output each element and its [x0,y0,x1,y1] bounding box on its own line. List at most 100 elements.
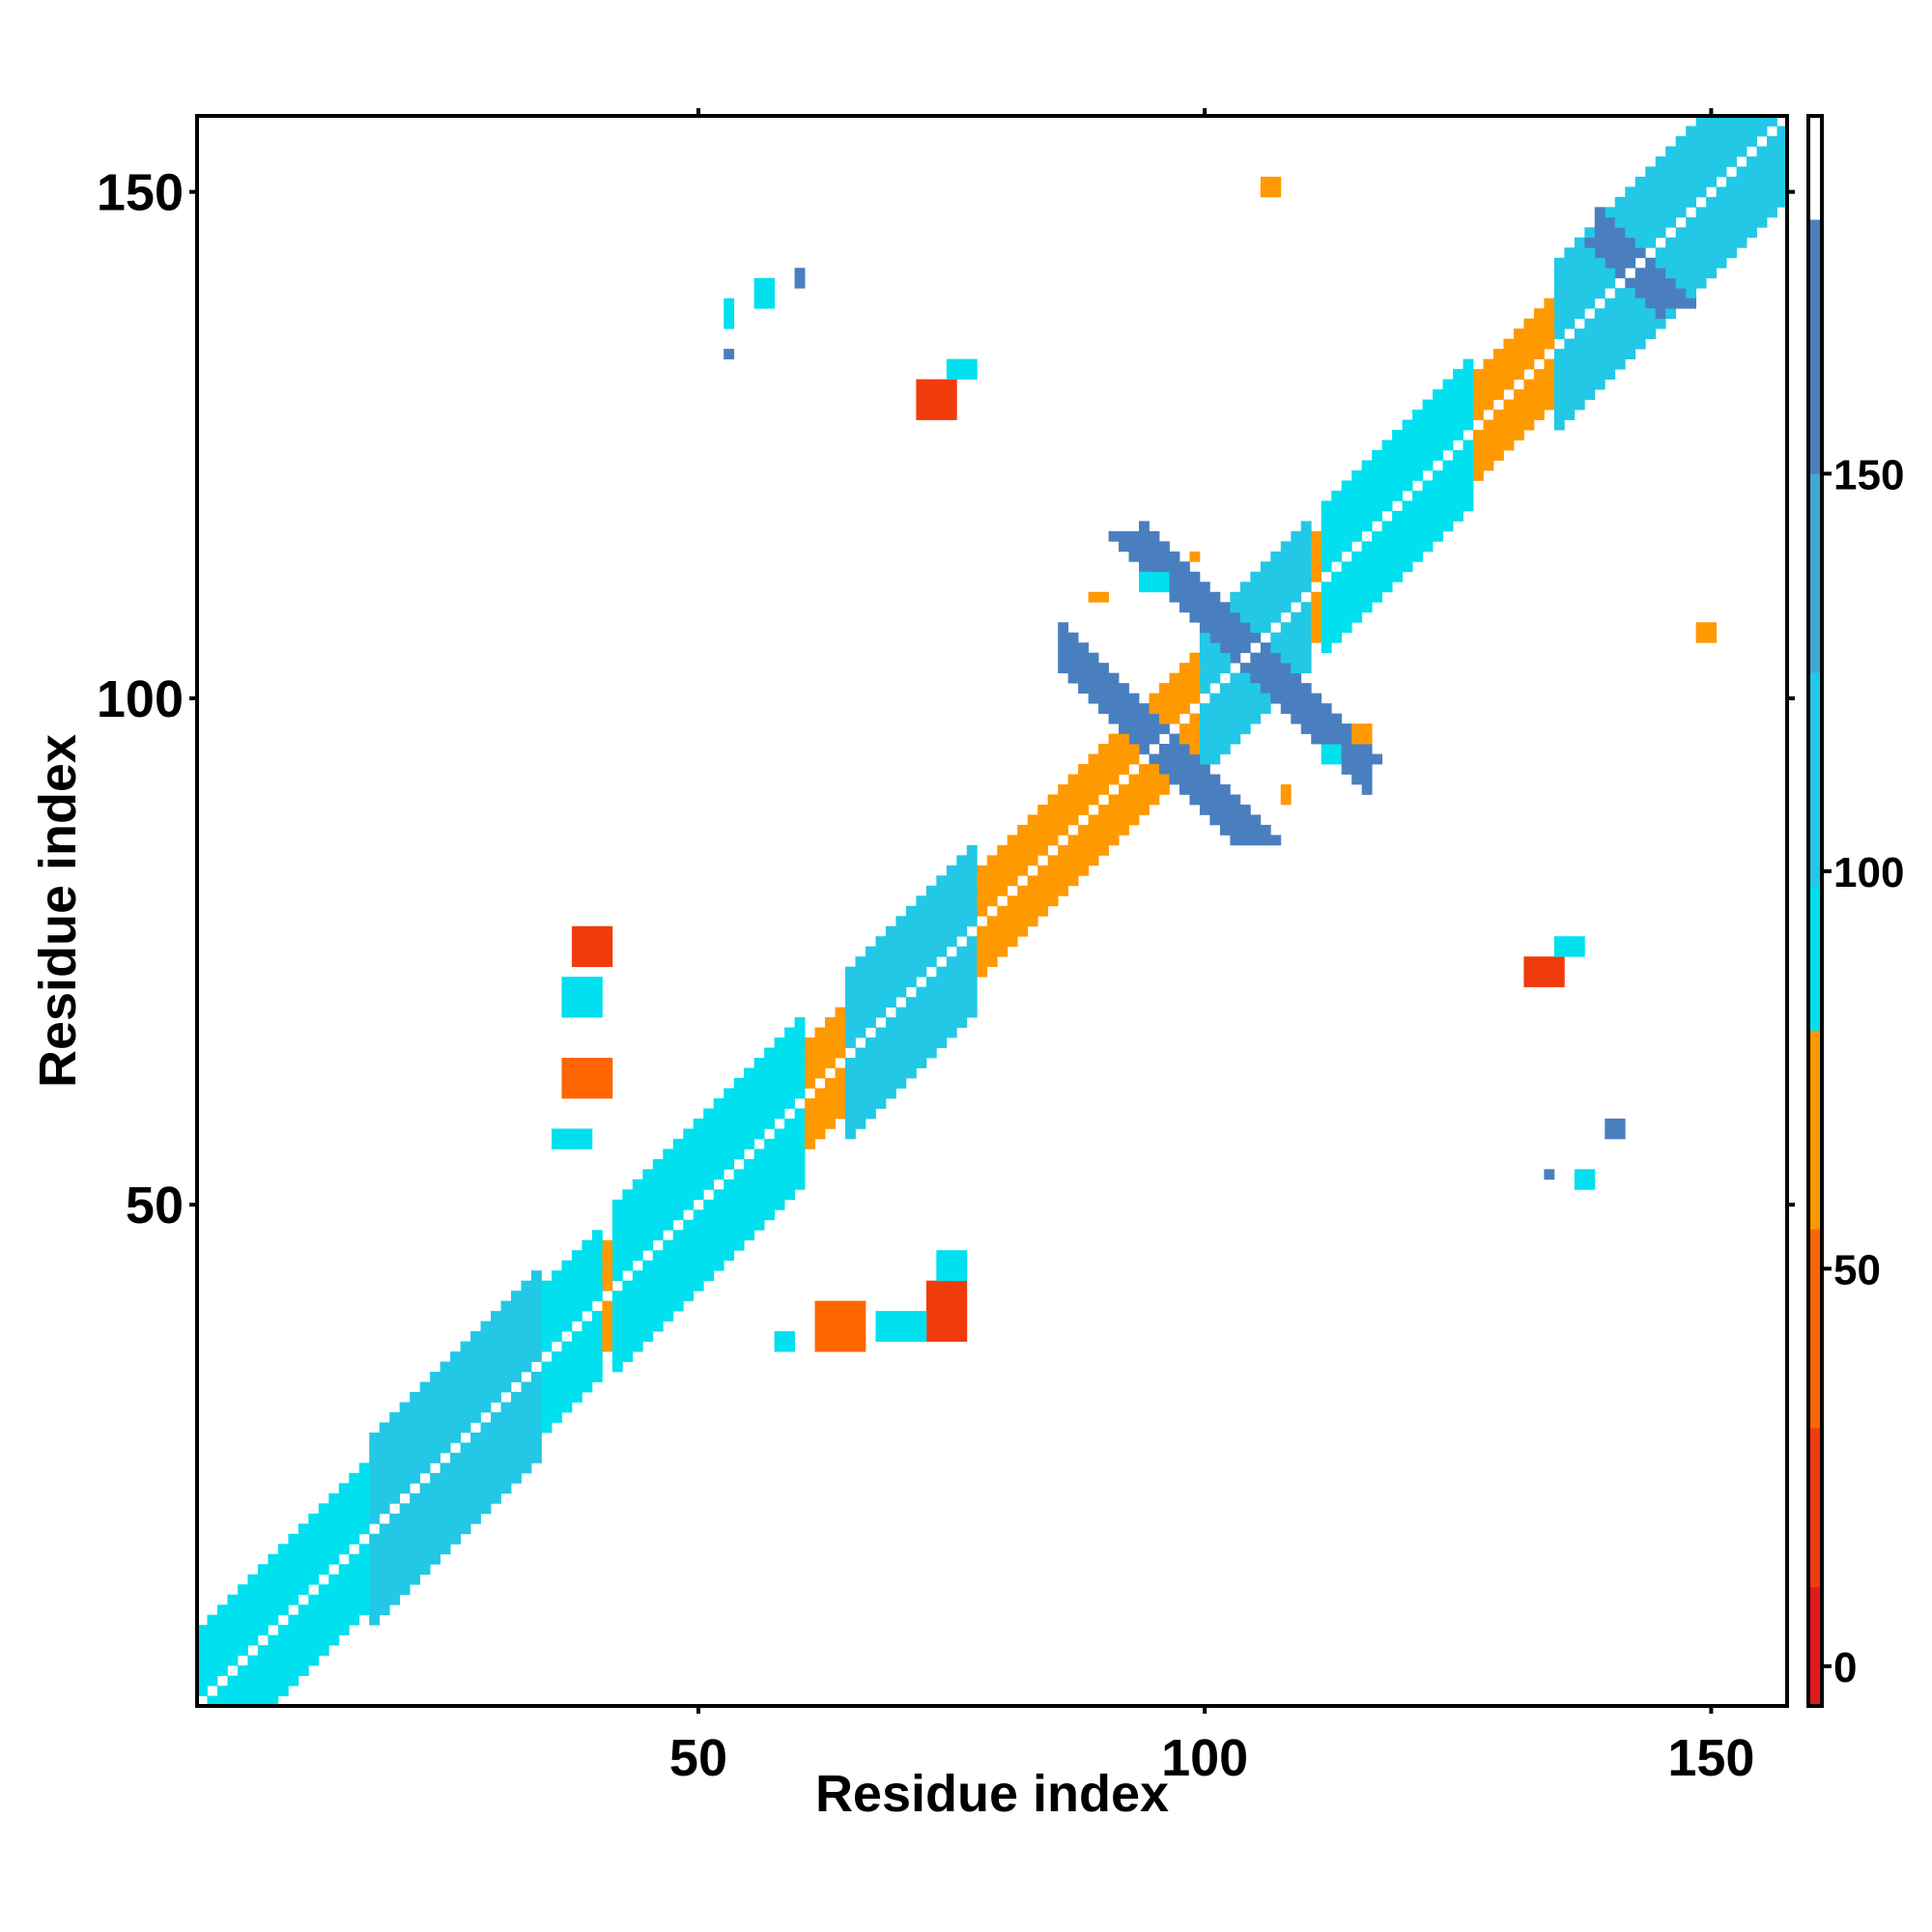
heatmap-cell [470,1442,481,1454]
heatmap-cell [814,1088,826,1099]
heatmap-cell [450,1452,461,1463]
heatmap-cell [1372,541,1383,553]
heatmap-cell [1453,419,1463,431]
heatmap-cell [551,1280,562,1292]
heatmap-cell [1219,733,1231,745]
heatmap-cell [1017,916,1029,927]
heatmap-cell [1584,298,1596,309]
heatmap-cell [1726,216,1737,228]
heatmap-cell [997,946,1009,957]
heatmap-cell [1442,430,1454,440]
heatmap-cell [1605,207,1616,218]
heatmap-cell [410,1513,421,1524]
heatmap-cell [1675,298,1687,309]
heatmap-cell [642,1331,654,1342]
heatmap-cell [865,977,876,988]
heatmap-cell [1017,844,1029,856]
heatmap-cell [1422,419,1434,431]
heatmap-cell [1088,753,1099,765]
heatmap-cell [1331,724,1343,734]
heatmap-cell [338,1483,350,1494]
heatmap-cell [521,1311,532,1321]
heatmap-cell [1250,703,1262,714]
heatmap-cell [530,1381,542,1393]
heatmap-cell [825,1108,836,1120]
heatmap-cell [530,1402,542,1413]
heatmap-cell [1442,500,1454,512]
heatmap-cell [410,1544,421,1555]
heatmap-cell [1230,713,1241,724]
heatmap-cell [1402,469,1413,481]
heatmap-cell [784,1118,795,1129]
heatmap-cell [571,1361,582,1373]
heatmap-cell [1767,196,1777,208]
heatmap-cell [1351,480,1363,492]
heatmap-cell [1605,349,1616,360]
heatmap-cell [1716,207,1727,218]
heatmap-cell [835,1341,846,1352]
heatmap-cell [1564,308,1576,320]
heatmap-cell [1189,733,1201,745]
heatmap-cell [582,1372,593,1382]
heatmap-cell [825,1017,836,1028]
heatmap-cell [733,1118,745,1129]
heatmap-cell [440,1503,451,1515]
heatmap-cell [835,1108,846,1120]
heatmap-cell [410,1492,421,1504]
heatmap-cell [389,1564,401,1576]
heatmap-cell [1179,774,1190,785]
y-tick-label: 50 [126,1177,184,1235]
heatmap-cell [257,1665,269,1676]
heatmap-cell [227,1655,239,1666]
heatmap-cell [1098,683,1109,694]
heatmap-cell [1088,783,1099,795]
heatmap-cell [1726,207,1737,218]
heatmap-cell [844,1321,856,1332]
heatmap-cell [744,1169,755,1180]
heatmap-cell [966,997,978,1008]
heatmap-cell [1047,804,1059,815]
heatmap-cell [1260,835,1271,846]
heatmap-cell [460,1351,471,1362]
heatmap-cell [1209,672,1221,684]
heatmap-cell [1553,318,1565,329]
heatmap-cell [1351,591,1363,603]
heatmap-cell [450,1381,461,1393]
heatmap-cell [470,1372,481,1382]
heatmap-cell [561,1391,573,1403]
heatmap-cell [430,1492,441,1504]
heatmap-cell [925,905,937,917]
heatmap-cell [855,956,867,968]
heatmap-cell [561,986,573,998]
heatmap-cell [1747,156,1757,167]
heatmap-cell [410,1402,421,1413]
heatmap-cell [925,1280,937,1292]
heatmap-cell [733,1169,745,1180]
heatmap-cell [825,1097,836,1109]
heatmap-cell [672,1189,684,1201]
heatmap-cell [338,1625,350,1636]
colorbar-band [1808,218,1822,474]
heatmap-cell [1311,724,1322,734]
heatmap-cell [1300,541,1312,553]
colorbar-band [1808,672,1822,888]
heatmap-cell [1695,277,1707,289]
heatmap-cell [936,885,948,896]
heatmap-cell [571,1381,582,1393]
heatmap-cell [946,1300,957,1312]
heatmap-cell [875,1027,887,1038]
heatmap-cell [328,1574,340,1585]
heatmap-cell [389,1523,401,1535]
heatmap-cell [1463,440,1474,451]
heatmap-cell [480,1372,492,1382]
heatmap-cell [865,997,876,1008]
heatmap-cell [1341,582,1352,593]
heatmap-cell [1179,744,1190,754]
heatmap-cell [500,1472,512,1484]
heatmap-cell [1149,530,1160,542]
heatmap-cell [1392,440,1403,451]
heatmap-cell [1533,410,1545,420]
heatmap-cell [1219,804,1231,815]
heatmap-cell [1574,298,1585,309]
heatmap-cell [1209,693,1221,704]
